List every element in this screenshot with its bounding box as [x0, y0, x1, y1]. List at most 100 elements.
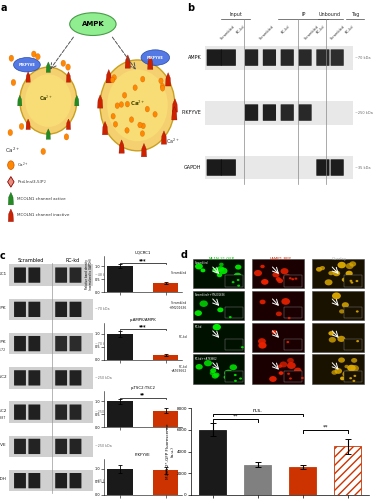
FancyBboxPatch shape — [14, 438, 26, 454]
Circle shape — [354, 375, 356, 377]
FancyBboxPatch shape — [280, 104, 294, 121]
Circle shape — [338, 262, 346, 268]
Circle shape — [329, 337, 336, 342]
Circle shape — [320, 266, 325, 270]
Text: AMPK: AMPK — [0, 306, 7, 310]
FancyBboxPatch shape — [55, 473, 67, 488]
Bar — [225, 275, 243, 286]
Text: Ca$^{2+}$: Ca$^{2+}$ — [40, 94, 54, 103]
Circle shape — [335, 368, 342, 374]
Circle shape — [289, 378, 292, 380]
Ellipse shape — [13, 58, 40, 72]
Text: Ca$^{2+}$: Ca$^{2+}$ — [5, 146, 20, 156]
Text: RC-kd: RC-kd — [179, 335, 187, 339]
FancyBboxPatch shape — [28, 438, 40, 454]
Polygon shape — [46, 62, 50, 72]
Text: Scrambled: Scrambled — [259, 24, 275, 40]
Text: ***: *** — [139, 324, 147, 329]
Circle shape — [254, 270, 262, 276]
FancyBboxPatch shape — [316, 50, 329, 66]
Polygon shape — [8, 192, 13, 205]
Ellipse shape — [25, 74, 72, 127]
Circle shape — [281, 298, 290, 305]
Polygon shape — [119, 140, 124, 153]
Circle shape — [8, 161, 14, 170]
Circle shape — [328, 331, 334, 336]
Circle shape — [237, 284, 240, 287]
Circle shape — [41, 148, 46, 154]
Text: TSC2: TSC2 — [0, 374, 7, 378]
FancyBboxPatch shape — [28, 370, 40, 386]
Circle shape — [229, 316, 232, 318]
Circle shape — [258, 338, 266, 344]
Circle shape — [31, 51, 36, 57]
FancyBboxPatch shape — [14, 268, 26, 282]
FancyBboxPatch shape — [263, 104, 276, 121]
Text: Input: Input — [229, 12, 242, 17]
Circle shape — [351, 365, 359, 372]
Circle shape — [293, 276, 297, 279]
Circle shape — [219, 268, 228, 274]
Circle shape — [125, 102, 129, 107]
Polygon shape — [66, 119, 70, 130]
Circle shape — [278, 364, 282, 368]
Text: ~70 kDa: ~70 kDa — [355, 56, 370, 60]
FancyBboxPatch shape — [69, 268, 81, 282]
FancyBboxPatch shape — [69, 302, 81, 317]
Bar — [253, 290, 304, 320]
Circle shape — [35, 54, 40, 60]
Text: Scrambled
+YM201636: Scrambled +YM201636 — [169, 301, 187, 310]
Circle shape — [110, 77, 115, 83]
Circle shape — [195, 310, 202, 316]
Circle shape — [352, 380, 355, 382]
Circle shape — [233, 272, 242, 279]
Circle shape — [160, 84, 164, 89]
Bar — [9, 333, 93, 354]
Circle shape — [212, 268, 219, 272]
Circle shape — [239, 378, 242, 380]
FancyBboxPatch shape — [69, 336, 81, 351]
Circle shape — [301, 377, 304, 379]
Bar — [312, 322, 364, 352]
Circle shape — [351, 282, 353, 284]
Circle shape — [226, 345, 232, 350]
Bar — [193, 259, 244, 288]
Text: ~70 kDa: ~70 kDa — [95, 308, 109, 312]
Text: c: c — [0, 251, 6, 261]
Text: GAPDH: GAPDH — [184, 165, 202, 170]
Circle shape — [332, 292, 341, 300]
Circle shape — [217, 266, 224, 272]
Circle shape — [111, 114, 115, 119]
Circle shape — [295, 278, 297, 280]
Circle shape — [328, 271, 334, 275]
Bar — [289, 467, 316, 495]
Circle shape — [141, 123, 145, 128]
Circle shape — [214, 372, 220, 377]
Text: AMPK: AMPK — [188, 55, 202, 60]
Text: RC-kd: RC-kd — [316, 24, 326, 34]
FancyBboxPatch shape — [330, 160, 344, 176]
Circle shape — [234, 380, 237, 382]
FancyBboxPatch shape — [55, 336, 67, 351]
Polygon shape — [102, 122, 108, 135]
FancyBboxPatch shape — [55, 404, 67, 420]
Title: PIKFYVE: PIKFYVE — [135, 454, 151, 458]
Circle shape — [241, 346, 244, 348]
Circle shape — [347, 364, 356, 372]
FancyBboxPatch shape — [28, 302, 40, 317]
Circle shape — [233, 340, 241, 345]
Text: IP: IP — [301, 12, 305, 17]
Bar — [193, 322, 244, 352]
Text: ~70 kDa: ~70 kDa — [95, 342, 109, 345]
FancyBboxPatch shape — [263, 50, 276, 66]
Title: p-AMPK/AMPK: p-AMPK/AMPK — [129, 318, 156, 322]
Circle shape — [204, 360, 212, 366]
Polygon shape — [97, 94, 103, 108]
Y-axis label: Relative band density
(normalized to GAPDH): Relative band density (normalized to GAP… — [85, 258, 93, 290]
Text: AMPK: AMPK — [82, 21, 104, 27]
Text: **: ** — [232, 413, 238, 418]
Text: Overlay: Overlay — [331, 258, 347, 262]
Circle shape — [217, 273, 222, 277]
Circle shape — [272, 330, 277, 334]
FancyBboxPatch shape — [221, 50, 236, 66]
